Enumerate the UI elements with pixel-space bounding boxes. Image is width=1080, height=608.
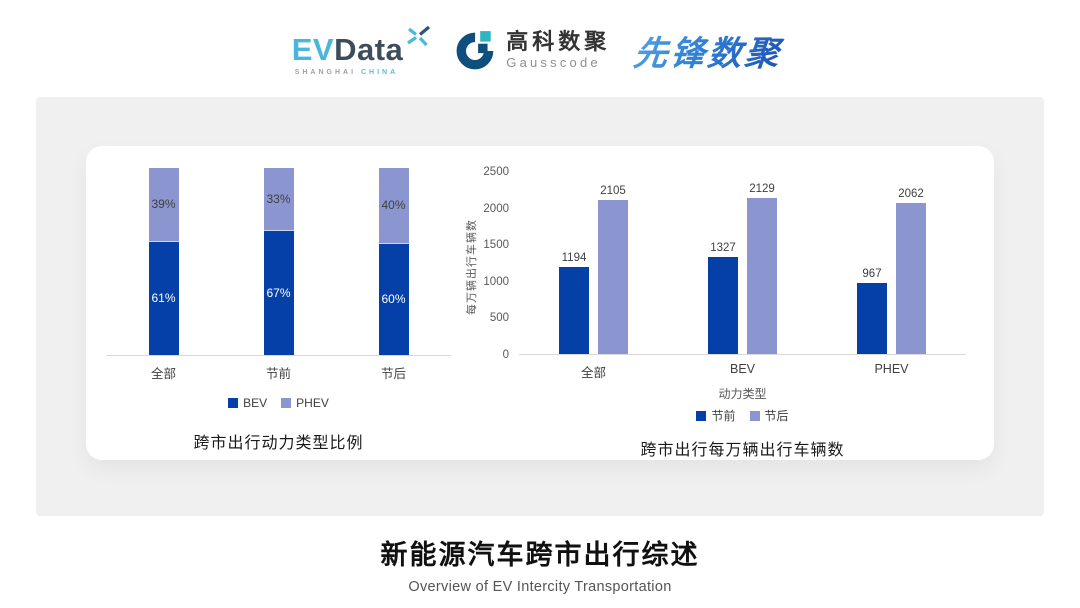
segment-value-label: 67% [266, 285, 291, 300]
y-tick-label: 2500 [483, 166, 509, 178]
bar-group: 1194 2105 [559, 185, 628, 354]
stacked-bar: 33% 67% [263, 168, 294, 355]
stacked-chart-legend: BEV PHEV [106, 396, 451, 410]
y-tick-label: 0 [502, 349, 509, 361]
stacked-chart-x-labels: 全部 节前 节后 [106, 363, 451, 382]
gausscode-cn-name: 高科数聚 [506, 28, 611, 54]
segment-value-label: 33% [266, 191, 291, 206]
grouped-bar-chart: 每万辆出行车辆数 0 500 1000 1500 2000 2500 1194 2105 13… [466, 166, 966, 460]
grouped-chart-plot: 1194 2105 1327 2129 967 2062 [519, 172, 966, 355]
bar-value-label: 2062 [898, 188, 924, 201]
x-axis-title: 动力类型 [718, 387, 767, 401]
gausscode-en-name: Gausscode [506, 54, 601, 70]
bar-with-label: 967 [857, 268, 887, 354]
page-title: 新能源汽车跨市出行综述 [380, 540, 700, 570]
legend-label: 节前 [711, 409, 736, 423]
pioneer-logo: 先锋数聚 [632, 26, 791, 75]
segment-value-label: 61% [151, 291, 176, 306]
bar-节后 [747, 198, 777, 354]
x-category-label: BEV [729, 362, 755, 376]
phev-segment: 39% [148, 168, 179, 241]
phev-segment: 40% [378, 168, 409, 243]
y-tick-label: 2000 [483, 202, 509, 215]
x-category-label: 全部 [580, 366, 606, 380]
bar-value-label: 1194 [561, 251, 587, 264]
stacked-bar: 40% 60% [378, 168, 409, 355]
grouped-chart-legend: 节前 节后 [481, 407, 966, 424]
evdata-tagline: SHANGHAI CHINA [292, 69, 432, 76]
legend-item-BEV: BEV [228, 396, 267, 410]
bar-value-label: 2105 [600, 184, 626, 197]
y-tick-label: 500 [489, 312, 509, 325]
evdata-data-text: Data [334, 31, 404, 67]
bev-segment: 61% [148, 240, 179, 355]
legend-item-节后: 节后 [749, 407, 789, 424]
evdata-wordmark: EV Data [292, 25, 432, 65]
phev-segment: 33% [263, 168, 294, 230]
legend-swatch [281, 398, 292, 408]
legend-label: 节后 [764, 409, 789, 423]
bar-节后 [598, 199, 628, 354]
gausscode-logo: 高科数聚 Gausscode [455, 29, 610, 71]
bar-with-label: 1327 [708, 242, 738, 354]
x-category-label: 节前 [265, 367, 291, 381]
bev-segment: 67% [263, 229, 294, 355]
segment-value-label: 40% [381, 198, 406, 213]
evdata-logo: EV Data SHANGHAI CHINA [292, 25, 432, 76]
evdata-tagline-china: CHINA [361, 68, 399, 76]
grouped-chart-plot-area: 每万辆出行车辆数 0 500 1000 1500 2000 2500 1194 2105 13… [466, 166, 966, 361]
footer: 新能源汽车跨市出行综述 Overview of EV Intercity Tra… [0, 533, 1080, 595]
stacked-chart-title: 跨市出行动力类型比例 [193, 435, 364, 452]
y-tick-label: 1500 [483, 239, 509, 252]
bar-节前 [708, 256, 738, 354]
y-tick-label: 1000 [483, 275, 509, 288]
bar-节前 [559, 266, 589, 354]
legend-item-PHEV: PHEV [281, 396, 329, 410]
stacked-bar-chart: 39% 61% 33% 67% 40% 60% 全部 节前 节后 BEV PHEV 跨市出行动力… [106, 168, 451, 460]
bev-segment: 60% [378, 242, 409, 355]
evdata-tagline-shanghai: SHANGHAI [294, 68, 357, 76]
legend-label: PHEV [296, 396, 329, 410]
x-category-label: 全部 [150, 367, 176, 381]
evdata-ev-text: EV [291, 31, 335, 67]
legend-swatch [696, 410, 707, 421]
legend-label: BEV [243, 396, 268, 410]
segment-value-label: 60% [381, 292, 406, 307]
gausscode-mark-icon [456, 31, 494, 70]
bar-节后 [896, 203, 926, 354]
page: EV Data SHANGHAI CHINA 高科数聚 [0, 0, 1080, 595]
legend-item-节前: 节前 [696, 407, 736, 424]
bar-with-label: 2062 [896, 188, 926, 354]
legend-swatch [228, 398, 239, 408]
stacked-bar: 39% 61% [148, 168, 179, 355]
bar-with-label: 2129 [747, 183, 777, 354]
gausscode-wordmark: 高科数聚 Gausscode [506, 28, 611, 70]
y-axis-ticks: 0 500 1000 1500 2000 2500 [481, 166, 519, 361]
segment-value-label: 39% [151, 197, 176, 212]
logo-bar: EV Data SHANGHAI CHINA 高科数聚 [0, 0, 1080, 84]
legend-swatch [749, 410, 760, 421]
x-category-label: 节后 [380, 367, 406, 381]
bar-value-label: 1327 [710, 241, 736, 254]
stacked-chart-plot: 39% 61% 33% 67% 40% 60% [106, 168, 451, 356]
y-axis-title: 每万辆出行车辆数 [466, 219, 478, 315]
bar-value-label: 2129 [749, 183, 775, 196]
charts-card: 39% 61% 33% 67% 40% 60% 全部 节前 节后 BEV PHEV 跨市出行动力… [86, 146, 994, 460]
grouped-chart-x-labels: 全部 BEV PHEV [519, 362, 966, 381]
grouped-chart-title: 跨市出行每万辆出行车辆数 [640, 442, 845, 459]
bar-group: 1327 2129 [708, 183, 777, 354]
x-category-label: PHEV [874, 362, 909, 376]
bar-value-label: 967 [862, 268, 882, 281]
bar-节前 [857, 283, 887, 354]
bar-group: 967 2062 [857, 188, 926, 354]
bar-with-label: 2105 [598, 185, 628, 354]
content-panel: 39% 61% 33% 67% 40% 60% 全部 节前 节后 BEV PHEV 跨市出行动力… [36, 97, 1044, 516]
bar-with-label: 1194 [559, 252, 589, 354]
sparkle-icon [407, 25, 431, 46]
page-subtitle: Overview of EV Intercity Transportation [408, 579, 672, 595]
